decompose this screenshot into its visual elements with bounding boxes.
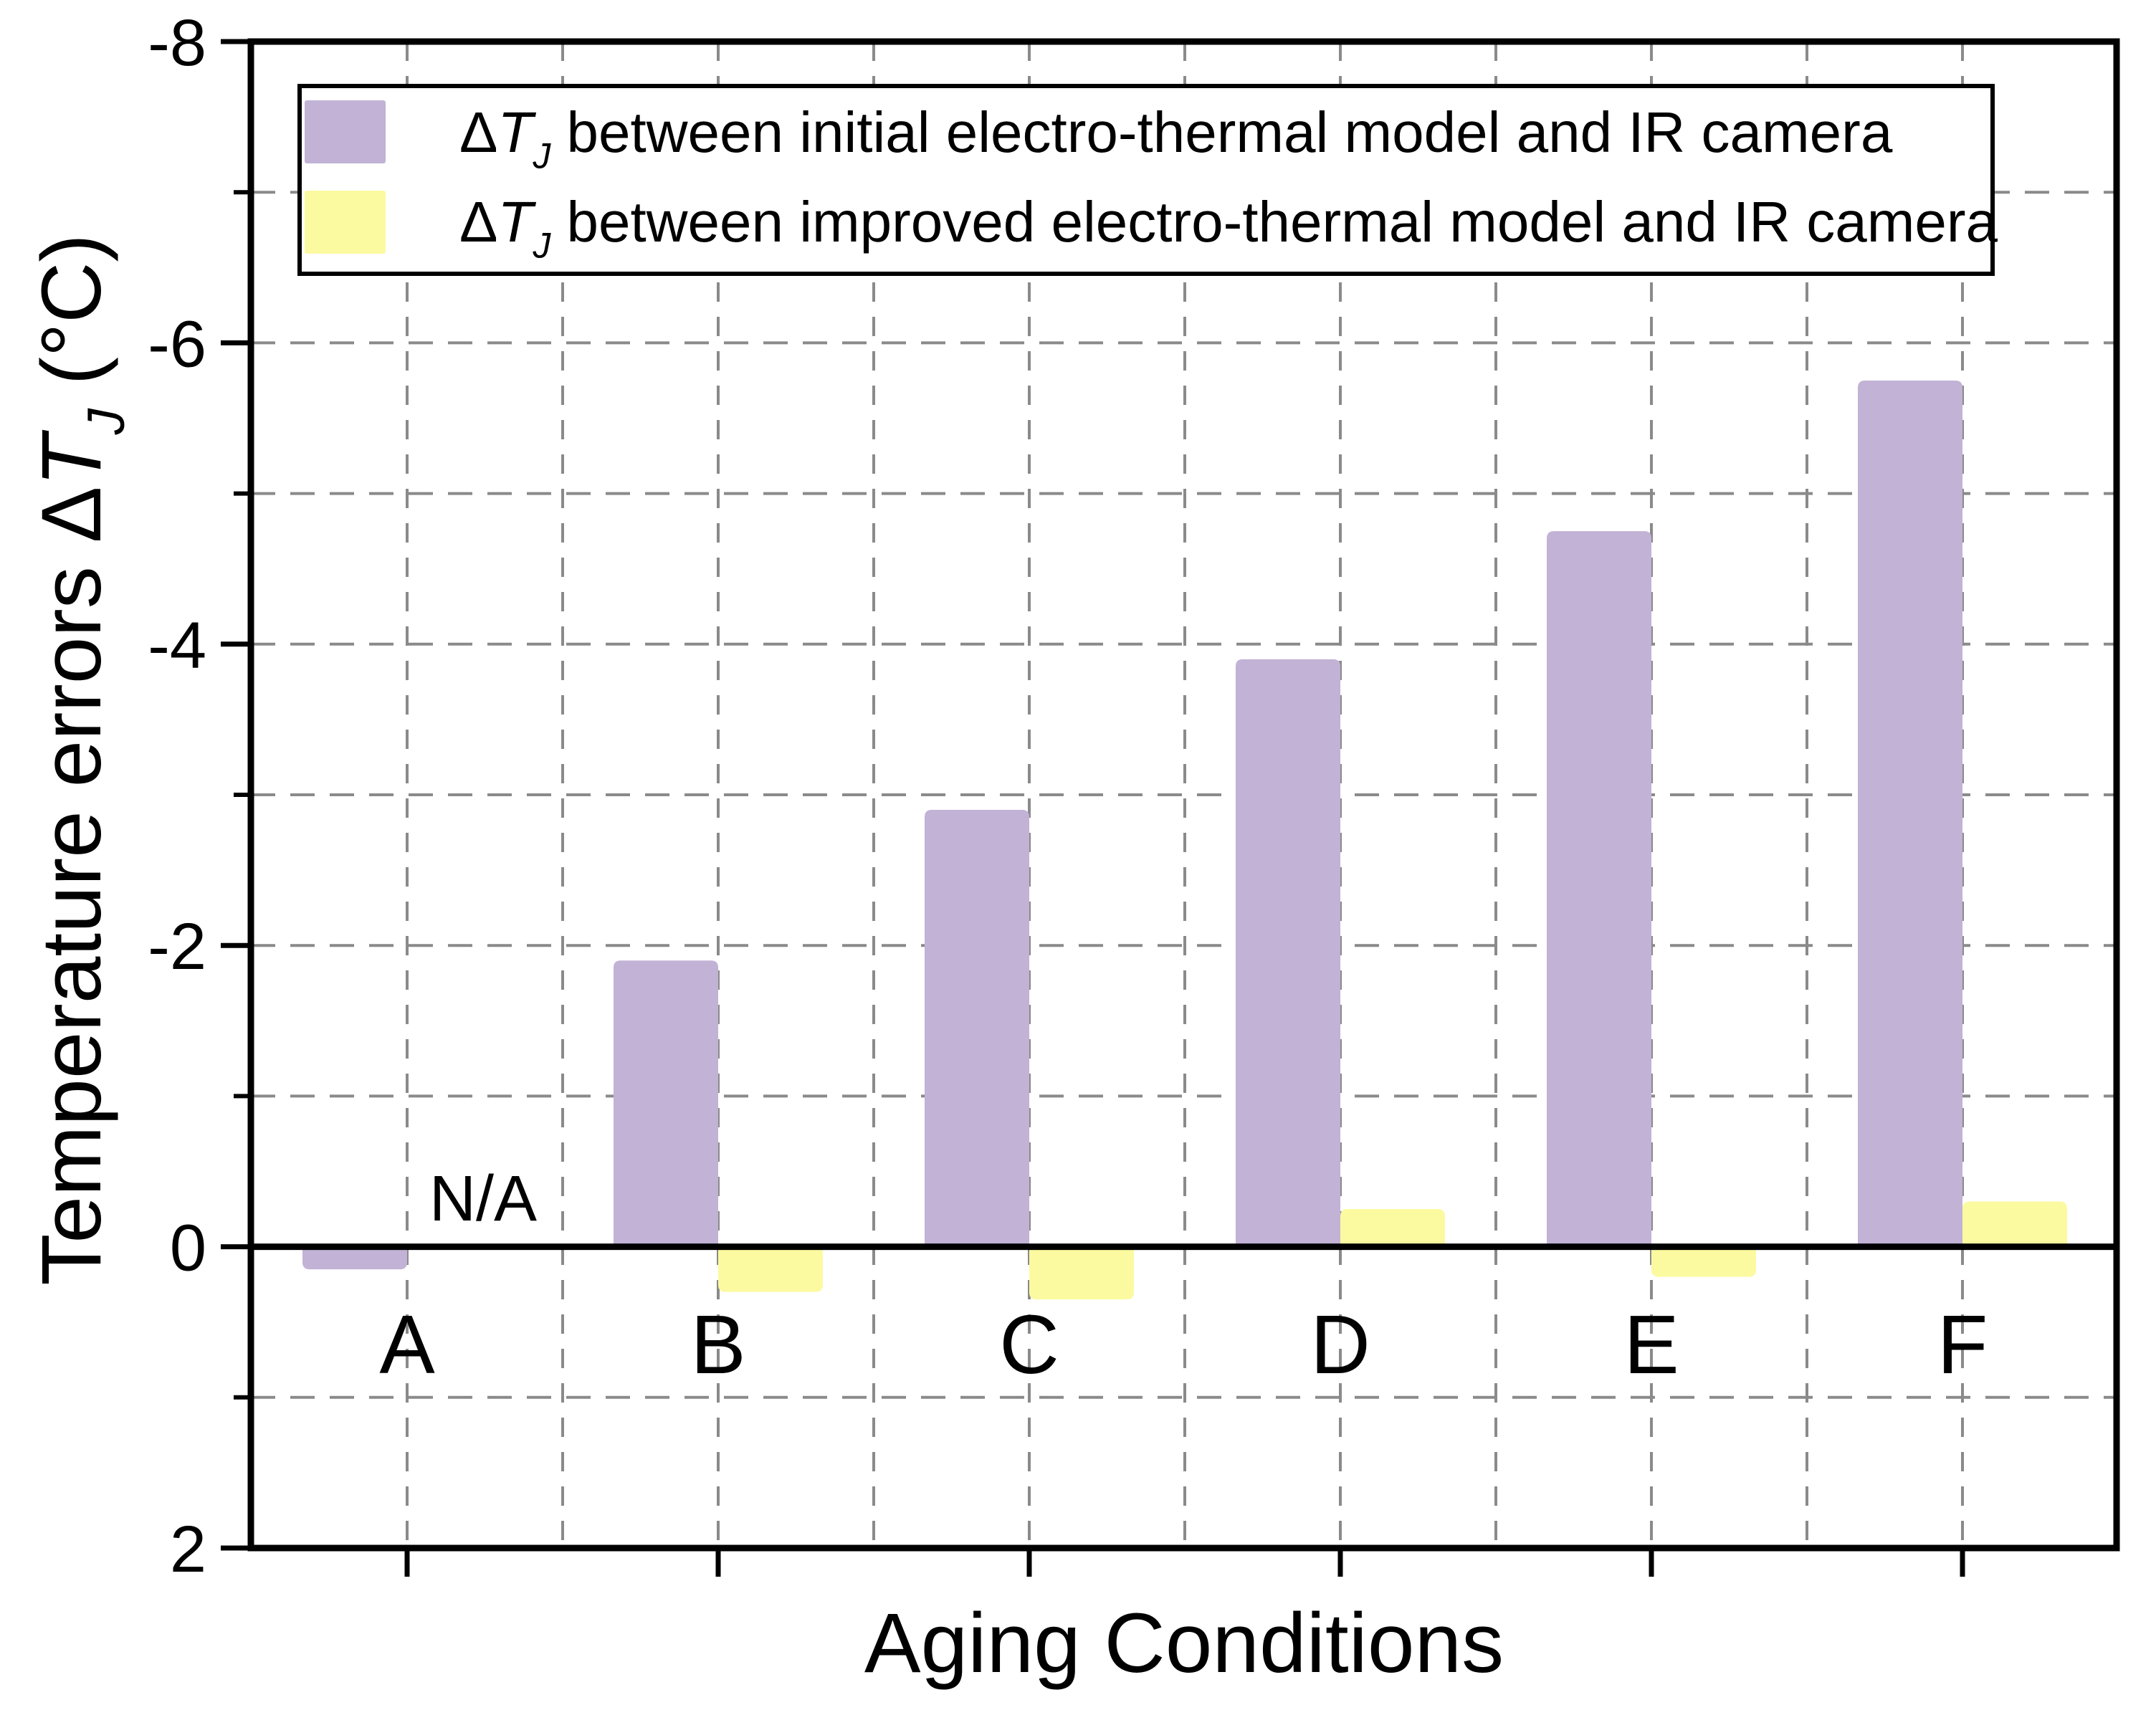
x-axis-title: Aging Conditions: [864, 1596, 1504, 1691]
na-annotation: N/A: [429, 1163, 537, 1235]
y-tick-label: -2: [148, 910, 206, 983]
legend-label-initial: ΔTJ between initial electro-thermal mode…: [459, 100, 1893, 176]
legend-box: [297, 84, 1995, 276]
x-category-label: E: [1623, 1298, 1679, 1391]
y-axis-title: Temperature errors ΔTJ (°C): [24, 234, 135, 1285]
x-category-label: F: [1937, 1298, 1988, 1391]
bar-initial-E: [1547, 531, 1651, 1247]
x-category-label: B: [690, 1298, 745, 1391]
y-tick-label: 0: [170, 1212, 206, 1285]
bar-improved-E: [1651, 1246, 1756, 1277]
x-category-label: C: [999, 1298, 1059, 1391]
bar-improved-C: [1029, 1246, 1134, 1300]
bar-initial-F: [1858, 380, 1962, 1247]
x-category-label: A: [379, 1298, 435, 1391]
legend-swatch-initial: [305, 100, 386, 163]
bar-initial-C: [925, 810, 1029, 1247]
y-tick-label: -4: [148, 609, 206, 682]
bar-initial-B: [614, 960, 718, 1247]
bar-improved-F: [1962, 1201, 2067, 1247]
x-category-label: D: [1310, 1298, 1370, 1391]
y-tick-label: -6: [148, 307, 206, 381]
bar-initial-A: [302, 1246, 407, 1270]
legend-swatch-improved: [305, 191, 386, 254]
bar-improved-B: [718, 1246, 823, 1292]
bar-improved-D: [1340, 1209, 1445, 1247]
y-tick-label: 2: [170, 1513, 206, 1586]
legend-label-improved: ΔTJ between improved electro-thermal mod…: [459, 190, 1998, 265]
bar-initial-D: [1236, 659, 1340, 1247]
y-tick-label: -8: [148, 6, 206, 80]
